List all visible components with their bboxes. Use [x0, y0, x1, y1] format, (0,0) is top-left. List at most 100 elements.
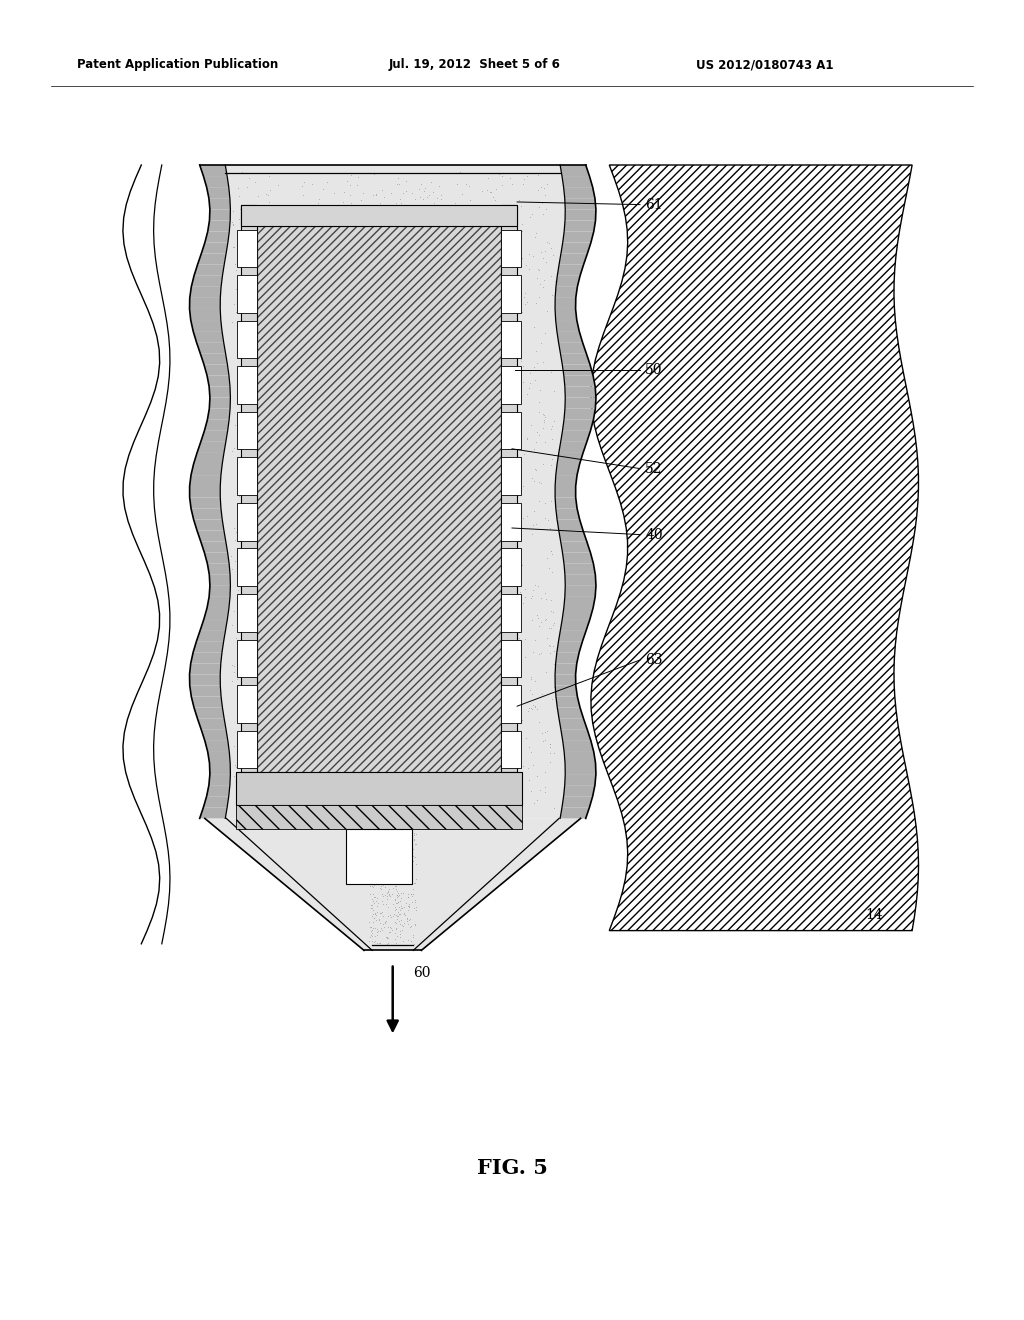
Point	[258, 533, 274, 554]
Point	[476, 260, 493, 281]
Point	[422, 397, 438, 418]
Point	[382, 904, 398, 925]
Point	[440, 710, 457, 731]
Point	[364, 866, 380, 887]
Point	[370, 932, 386, 953]
Point	[343, 193, 359, 214]
Point	[349, 524, 366, 545]
Point	[490, 222, 507, 243]
Point	[226, 550, 243, 572]
Point	[475, 376, 492, 397]
Point	[369, 378, 385, 399]
Point	[228, 301, 245, 322]
Point	[231, 610, 248, 631]
Point	[496, 607, 512, 628]
Point	[419, 310, 435, 331]
Point	[311, 189, 328, 210]
Point	[225, 661, 242, 682]
Point	[462, 630, 478, 651]
Point	[328, 239, 344, 260]
Point	[230, 186, 247, 207]
Point	[502, 409, 518, 430]
Point	[546, 653, 562, 675]
Point	[456, 758, 472, 779]
Point	[481, 461, 498, 482]
Point	[237, 384, 253, 405]
Point	[226, 438, 243, 459]
Point	[428, 318, 444, 339]
Point	[504, 338, 520, 359]
Polygon shape	[562, 553, 594, 564]
Point	[516, 169, 532, 190]
Point	[520, 701, 537, 722]
Point	[530, 643, 547, 664]
Point	[271, 795, 288, 816]
Point	[523, 667, 540, 688]
Point	[416, 205, 432, 226]
Point	[447, 768, 464, 789]
Point	[337, 640, 353, 661]
Point	[226, 656, 243, 677]
Point	[465, 620, 481, 642]
Point	[469, 544, 485, 565]
Point	[449, 525, 465, 546]
Point	[390, 517, 407, 539]
Point	[377, 846, 393, 867]
Point	[336, 630, 352, 651]
Point	[526, 574, 543, 595]
Point	[386, 854, 402, 875]
Point	[267, 424, 284, 445]
Point	[382, 378, 398, 399]
Point	[376, 861, 392, 882]
Point	[385, 894, 401, 915]
Polygon shape	[558, 342, 587, 354]
Point	[232, 764, 249, 785]
Point	[317, 660, 334, 681]
Point	[377, 876, 393, 898]
Polygon shape	[204, 609, 229, 619]
Point	[433, 243, 450, 264]
Point	[499, 326, 515, 347]
Point	[382, 917, 398, 939]
Point	[383, 275, 399, 296]
Point	[274, 384, 291, 405]
Point	[311, 533, 328, 554]
Point	[338, 623, 354, 644]
Point	[386, 912, 402, 933]
Point	[381, 317, 397, 338]
Point	[234, 622, 251, 643]
Point	[540, 510, 556, 531]
Point	[342, 268, 358, 289]
Point	[316, 253, 333, 275]
Point	[289, 315, 305, 337]
Point	[406, 457, 422, 478]
Point	[511, 570, 527, 591]
Point	[404, 871, 421, 892]
Point	[467, 574, 483, 595]
Point	[249, 639, 265, 660]
Point	[292, 355, 308, 376]
Point	[239, 793, 255, 814]
Point	[362, 883, 379, 904]
Point	[270, 776, 287, 797]
Point	[536, 405, 552, 426]
Point	[283, 268, 299, 289]
Point	[321, 202, 337, 223]
Point	[301, 375, 317, 396]
Point	[335, 321, 351, 342]
Point	[408, 824, 424, 845]
Point	[426, 706, 442, 727]
Point	[278, 440, 294, 461]
Point	[514, 775, 530, 796]
Point	[517, 628, 534, 649]
Point	[237, 492, 253, 513]
Point	[383, 351, 399, 372]
Point	[520, 378, 537, 399]
Point	[377, 817, 393, 838]
Point	[254, 767, 270, 788]
Point	[426, 635, 442, 656]
Point	[329, 776, 345, 797]
Point	[482, 758, 499, 779]
Point	[430, 286, 446, 308]
Point	[298, 411, 314, 432]
